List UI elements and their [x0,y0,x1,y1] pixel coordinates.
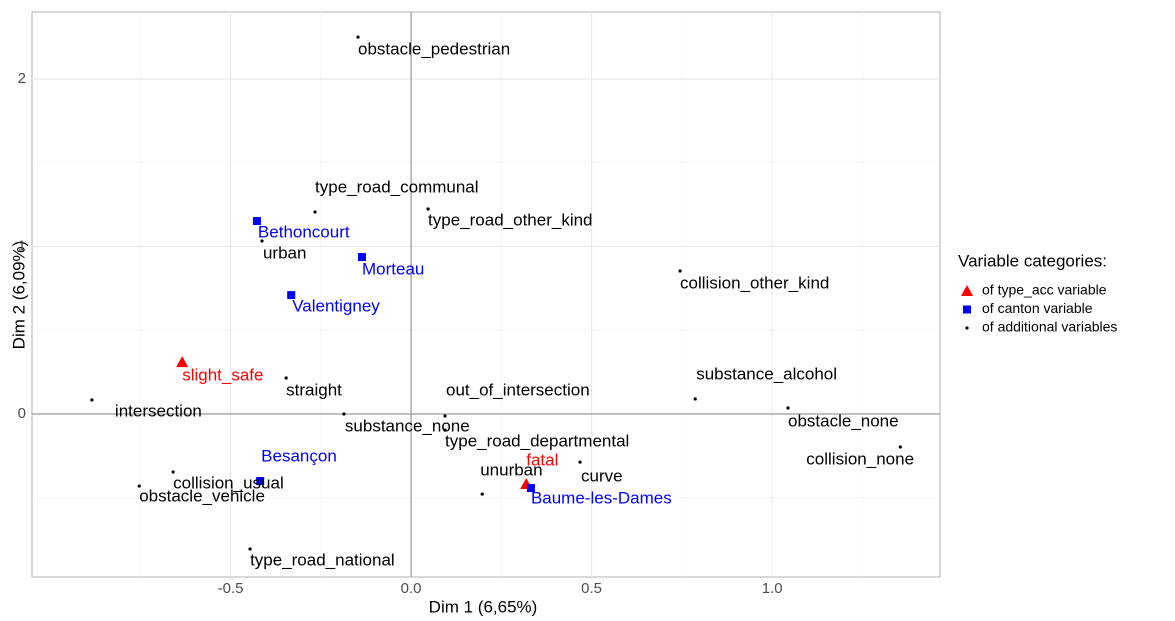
point-label: out_of_intersection [446,381,590,400]
x-axis-title: Dim 1 (6,65%) [429,597,538,616]
x-tick-label: 0.0 [401,580,422,597]
point [443,428,447,432]
point-label: type_road_national [250,551,395,570]
point-label: Morteau [362,260,424,279]
point-label: collision_none [806,449,914,468]
point [443,414,447,418]
point [256,477,265,486]
point [284,376,288,380]
point-label: Baume-les-Dames [531,489,672,508]
y-tick-label: 0 [18,405,26,422]
point [357,253,366,262]
point [578,460,582,464]
legend-title: Variable categories: [958,251,1107,270]
legend-label: of additional variables [982,319,1117,335]
point-label: Besançon [261,447,337,466]
point [678,269,682,273]
point [313,210,317,214]
legend-label: of canton variable [982,300,1093,316]
point [480,492,484,496]
point-label: urban [263,243,306,262]
legend-marker [961,285,973,296]
legend-marker [963,305,971,314]
x-tick-label: 0.5 [581,580,602,597]
point [342,412,346,416]
point [176,356,189,368]
point-label: obstacle_pedestrian [358,40,510,59]
point [90,398,94,402]
point-label: curve [581,467,623,486]
point [171,470,175,474]
x-tick-label: -0.5 [218,580,244,597]
point [287,291,296,300]
point-label: substance_alcohol [696,364,837,383]
point-label: collision_usual [173,473,284,492]
point-label: type_road_departmental [445,432,629,451]
point [260,239,264,243]
point-label: obstacle_none [788,411,899,430]
x-tick-label: 1.0 [762,580,783,597]
point-label: substance_none [345,417,470,436]
point-label: type_road_other_kind [428,210,592,229]
point-label: obstacle_vehicle [139,487,265,506]
plot-panel [31,11,941,578]
point-label: unurban [480,461,542,480]
point [693,397,697,401]
point [248,547,252,551]
legend-label: of type_acc variable [982,282,1107,298]
point-label: slight_safe [182,366,263,385]
y-axis-title: Dim 2 (6,09%) [9,241,28,350]
point [526,484,535,493]
point-label: type_road_communal [315,177,478,196]
point [356,35,360,39]
point [252,217,261,226]
legend-marker [965,326,969,330]
point [426,207,430,211]
point-label: Valentigney [292,297,380,316]
point-label: fatal [526,451,558,470]
point [898,445,902,449]
point [786,406,790,410]
point [137,484,141,488]
point-label: collision_other_kind [680,273,829,292]
point-label: straight [286,380,342,399]
y-tick-label: 1 [18,237,26,254]
y-tick-label: 2 [18,70,26,87]
point-label: intersection [115,401,202,420]
point-label: Bethoncourt [258,223,350,242]
